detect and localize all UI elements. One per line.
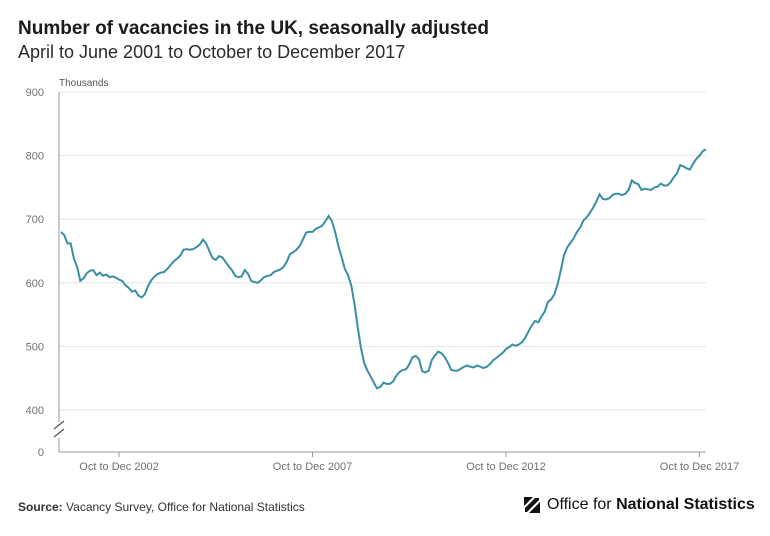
y-tick-label-500: 500 xyxy=(26,341,44,353)
y-tick-labels: 0 400 500 600 700 800 900 xyxy=(26,87,44,459)
chart-title: Number of vacancies in the UK, seasonall… xyxy=(18,18,489,39)
x-tick-label-1: Oct to Dec 2007 xyxy=(273,461,353,473)
y-tick-label-400: 400 xyxy=(26,405,44,417)
line-chart: Thousands 0 400 500 600 700 800 900 Oct to Dec… xyxy=(26,78,740,473)
axes xyxy=(53,92,706,453)
x-tick-label-0: Oct to Dec 2002 xyxy=(79,461,159,473)
series-line-vacancies xyxy=(60,148,707,390)
y-axis-unit-label: Thousands xyxy=(59,78,108,89)
source-text: Vacancy Survey, Office for National Stat… xyxy=(66,500,305,514)
x-tick-labels: Oct to Dec 2002 Oct to Dec 2007 Oct to Dec… xyxy=(79,452,739,473)
ons-logo: Office for National Statistics xyxy=(522,495,755,515)
ons-logo-text-bold: National Statistics xyxy=(616,496,755,513)
x-tick-label-2: Oct to Dec 2012 xyxy=(466,461,546,473)
ons-logo-icon xyxy=(524,497,540,513)
source-label: Source: xyxy=(18,500,63,514)
y-tick-label-0: 0 xyxy=(38,447,44,459)
y-axis-break-mark-1 xyxy=(53,428,65,438)
x-tick-label-3: Oct to Dec 2017 xyxy=(660,461,740,473)
ons-logo-text-regular: Office for xyxy=(547,496,612,513)
y-tick-label-800: 800 xyxy=(26,151,44,163)
y-tick-label-700: 700 xyxy=(26,214,44,226)
gridlines xyxy=(59,91,706,411)
ons-logo-text: Office for National Statistics xyxy=(547,496,755,514)
chart-subtitle: April to June 2001 to October to Decembe… xyxy=(18,42,406,62)
y-axis-break-mark-0 xyxy=(53,420,65,430)
y-tick-label-900: 900 xyxy=(26,87,44,99)
y-tick-label-600: 600 xyxy=(26,278,44,290)
source-note: Source: Vacancy Survey, Office for Natio… xyxy=(18,500,305,514)
